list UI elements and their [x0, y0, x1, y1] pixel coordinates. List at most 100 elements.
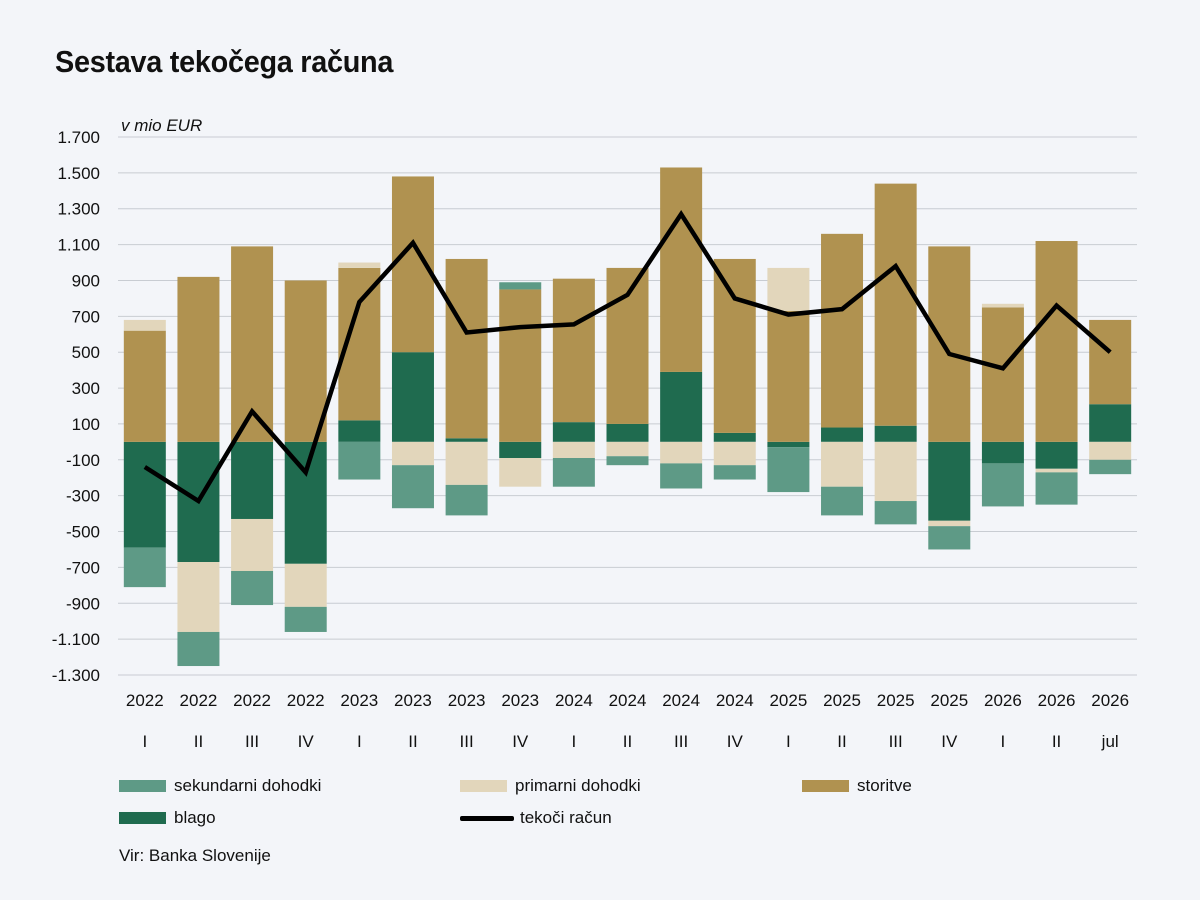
- x-tick-year: 2026: [984, 691, 1022, 710]
- x-tick-year: 2022: [180, 691, 218, 710]
- x-tick-year: 2025: [930, 691, 968, 710]
- y-tick-label: 1.500: [57, 164, 100, 183]
- x-tick-period: II: [837, 732, 846, 751]
- bar-sekundarni: [123, 547, 166, 588]
- bar-primarni: [660, 441, 703, 464]
- bar-storitve: [499, 289, 542, 442]
- y-tick-label: 900: [72, 271, 100, 290]
- x-tick-period: IV: [298, 732, 315, 751]
- bar-blago: [499, 441, 542, 459]
- x-tick-year: 2023: [448, 691, 486, 710]
- bar-blago: [821, 427, 864, 442]
- legend-label-tekoci-racun: tekoči račun: [520, 808, 612, 827]
- x-tick-year: 2022: [126, 691, 164, 710]
- bar-storitve: [660, 167, 703, 372]
- bar-blago: [231, 441, 274, 519]
- x-tick-period: III: [889, 732, 903, 751]
- legend-swatch-storitve: [802, 780, 849, 792]
- bar-blago: [552, 422, 595, 442]
- bar-primarni: [874, 441, 917, 502]
- x-tick-year: 2022: [287, 691, 325, 710]
- y-tick-label: -1.100: [52, 630, 100, 649]
- x-tick-period: II: [623, 732, 632, 751]
- bar-sekundarni: [391, 465, 434, 509]
- y-tick-label: -900: [66, 594, 100, 613]
- bar-blago: [284, 441, 327, 564]
- x-tick-year: 2025: [877, 691, 915, 710]
- bar-storitve: [981, 307, 1024, 442]
- bar-storitve: [177, 276, 220, 442]
- legend-item-sekundarni: sekundarni dohodki: [119, 776, 321, 796]
- legend-label-blago: blago: [174, 808, 216, 827]
- bar-blago: [1089, 404, 1132, 442]
- legend-item-storitve: storitve: [802, 776, 912, 796]
- x-tick-year: 2025: [769, 691, 807, 710]
- bar-storitve: [767, 310, 810, 442]
- x-tick-period: II: [408, 732, 417, 751]
- line-tekoci-racun: [143, 209, 1112, 505]
- x-tick-year: 2024: [555, 691, 593, 710]
- bar-primarni: [767, 267, 810, 311]
- x-tick-year: 2024: [609, 691, 647, 710]
- bar-primarni: [231, 518, 274, 571]
- bar-sekundarni: [499, 282, 542, 290]
- bar-primarni: [284, 563, 327, 607]
- x-tick-year: 2025: [823, 691, 861, 710]
- bar-sekundarni: [445, 484, 488, 516]
- bar-sekundarni: [338, 441, 381, 480]
- bar-primarni: [981, 303, 1024, 308]
- y-tick-label: 1.700: [57, 128, 100, 147]
- x-tick-period: III: [674, 732, 688, 751]
- x-tick-period: I: [357, 732, 362, 751]
- bar-blago: [606, 423, 649, 442]
- bar-primarni: [1035, 468, 1078, 473]
- legend-label-storitve: storitve: [857, 776, 912, 795]
- x-tick-period: I: [1001, 732, 1006, 751]
- bar-storitve: [445, 258, 488, 439]
- legend-swatch-primarni: [460, 780, 507, 792]
- y-tick-label: -100: [66, 451, 100, 470]
- y-tick-label: -500: [66, 523, 100, 542]
- bar-sekundarni: [660, 463, 703, 489]
- bar-sekundarni: [821, 486, 864, 516]
- bar-primarni: [338, 262, 381, 268]
- bar-storitve: [123, 330, 166, 442]
- x-tick-period: II: [1052, 732, 1061, 751]
- bar-blago: [338, 420, 381, 442]
- bar-primarni: [606, 441, 649, 457]
- legend-item-blago: blago: [119, 808, 216, 828]
- x-tick-period: II: [194, 732, 203, 751]
- legend-item-tekoci-racun: tekoči račun: [460, 808, 612, 828]
- bar-primarni: [445, 441, 488, 485]
- bar-primarni: [713, 441, 756, 466]
- bar-storitve: [552, 278, 595, 423]
- bar-sekundarni: [606, 456, 649, 466]
- x-tick-year: 2022: [233, 691, 271, 710]
- bar-primarni: [552, 441, 595, 459]
- y-tick-label: 700: [72, 307, 100, 326]
- y-tick-label: 300: [72, 379, 100, 398]
- bar-blago: [660, 371, 703, 442]
- x-tick-year: 2023: [501, 691, 539, 710]
- bar-primarni: [391, 441, 434, 466]
- bar-storitve: [1035, 241, 1078, 442]
- bar-storitve: [284, 280, 327, 442]
- bar-storitve: [928, 246, 971, 442]
- legend-swatch-sekundarni: [119, 780, 166, 792]
- bar-primarni: [499, 458, 542, 487]
- x-tick-year: 2023: [394, 691, 432, 710]
- x-tick-period: I: [786, 732, 791, 751]
- y-tick-label: -300: [66, 487, 100, 506]
- bar-sekundarni: [981, 463, 1024, 507]
- y-unit-label: v mio EUR: [121, 116, 202, 135]
- bar-sekundarni: [874, 501, 917, 525]
- bar-sekundarni: [231, 570, 274, 606]
- bar-sekundarni: [767, 447, 810, 493]
- x-tick-year: 2026: [1038, 691, 1076, 710]
- bar-blago: [928, 441, 971, 521]
- x-tick-period: IV: [512, 732, 529, 751]
- source-note: Vir: Banka Slovenije: [119, 846, 271, 865]
- x-tick-period: I: [572, 732, 577, 751]
- bar-primarni: [123, 319, 166, 331]
- legend-label-sekundarni: sekundarni dohodki: [174, 776, 322, 795]
